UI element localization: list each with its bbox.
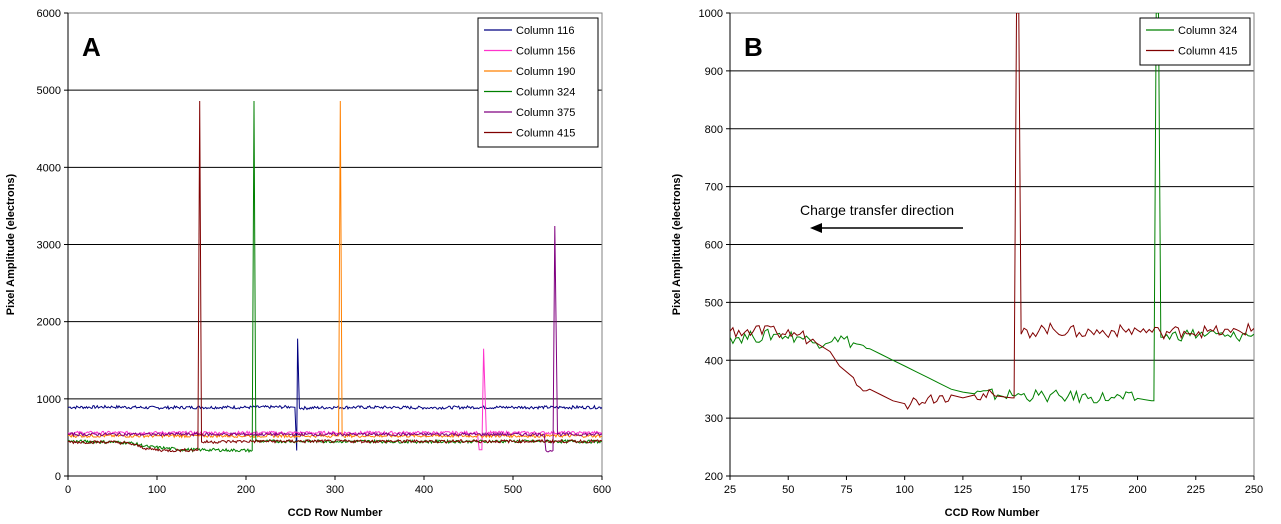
y-tick-label: 200 <box>705 471 723 483</box>
legend-box <box>1139 17 1251 66</box>
x-tick-label: 500 <box>504 484 522 496</box>
panel-b: 200 300 400 500 600 700 800 900 1000 25 50 75 100 125… <box>671 8 1263 519</box>
panel-a: 0 1000 2000 3000 4000 5000 6000 0 100 200 300 400 50… <box>5 8 611 519</box>
series-line <box>68 100 602 439</box>
legend-label: Column 415 <box>516 128 575 140</box>
y-tick-label: 6000 <box>37 8 61 20</box>
x-tick-label: 100 <box>895 484 913 496</box>
panel-label: B <box>744 32 763 62</box>
legend-label: Column 156 <box>516 46 575 58</box>
series-group <box>730 13 1254 411</box>
x-tick-label: 200 <box>1128 484 1146 496</box>
y-axis-title: Pixel Amplitude (electrons) <box>671 173 683 315</box>
y-tick-label: 900 <box>705 66 723 78</box>
x-tick-label: 225 <box>1187 484 1205 496</box>
legend-label: Column 324 <box>1178 25 1237 37</box>
legend-label: Column 375 <box>516 107 575 119</box>
y-tick-label: 0 <box>55 471 61 483</box>
y-axis-title: Pixel Amplitude (electrons) <box>5 173 17 315</box>
x-tick-label: 200 <box>237 484 255 496</box>
annotation-arrow-head <box>810 223 822 233</box>
y-tick-label: 400 <box>705 355 723 367</box>
y-tick-label: 600 <box>705 240 723 252</box>
series-line <box>68 338 602 451</box>
x-axis-title: CCD Row Number <box>945 507 1040 519</box>
y-tick-label: 5000 <box>37 85 61 97</box>
series-line <box>68 225 602 453</box>
x-axis-title: CCD Row Number <box>288 507 383 519</box>
x-tick-label: 150 <box>1012 484 1030 496</box>
series-group <box>68 100 602 454</box>
y-tick-label: 3000 <box>37 240 61 252</box>
y-tick-label: 800 <box>705 124 723 136</box>
x-tick-label: 25 <box>724 484 736 496</box>
legend-label: Column 190 <box>516 66 575 78</box>
annotation-text: Charge transfer direction <box>800 202 954 218</box>
y-tick-label: 1000 <box>699 8 723 20</box>
y-tick-label: 700 <box>705 182 723 194</box>
series-line <box>68 100 602 454</box>
y-tick-label: 500 <box>705 297 723 309</box>
legend-label: Column 116 <box>516 25 575 37</box>
series-line <box>68 348 602 451</box>
y-tick-label: 2000 <box>37 317 61 329</box>
legend-label: Column 324 <box>516 87 575 99</box>
series-line <box>730 13 1254 405</box>
x-tick-label: 50 <box>782 484 794 496</box>
legend-box <box>477 17 599 148</box>
x-tick-label: 400 <box>415 484 433 496</box>
x-tick-label: 300 <box>326 484 344 496</box>
series-line <box>68 100 602 453</box>
x-tick-label: 0 <box>65 484 71 496</box>
x-tick-label: 600 <box>593 484 611 496</box>
x-tick-label: 125 <box>954 484 972 496</box>
x-tick-label: 175 <box>1070 484 1088 496</box>
y-tick-label: 1000 <box>37 394 61 406</box>
panel-label: A <box>82 32 101 62</box>
x-tick-label: 75 <box>840 484 852 496</box>
y-tick-label: 4000 <box>37 162 61 174</box>
x-tick-label: 250 <box>1245 484 1263 496</box>
y-tick-label: 300 <box>705 413 723 425</box>
x-tick-label: 100 <box>148 484 166 496</box>
legend-label: Column 415 <box>1178 46 1237 58</box>
series-line <box>730 13 1254 411</box>
